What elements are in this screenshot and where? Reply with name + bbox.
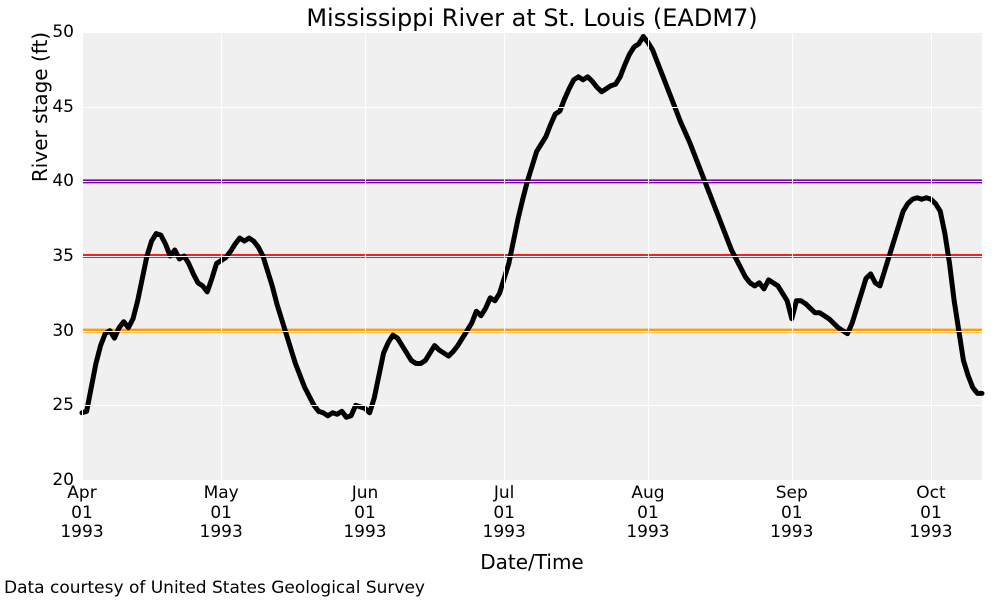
gridline-h: [82, 181, 982, 182]
gridline-v: [648, 32, 649, 480]
xtick-label: Jun 01 1993: [343, 484, 386, 543]
xtick-label: Apr 01 1993: [60, 484, 103, 543]
xtick-label: Oct 01 1993: [909, 484, 952, 543]
ytick-label: 35: [52, 246, 74, 266]
ytick-label: 50: [52, 22, 74, 42]
gridline-v: [792, 32, 793, 480]
gridline-v: [504, 32, 505, 480]
figure: Mississippi River at St. Louis (EADM7) R…: [0, 0, 1000, 600]
xtick-label: Aug 01 1993: [626, 484, 669, 543]
gridline-h: [82, 32, 982, 33]
gridline-h: [82, 256, 982, 257]
xtick-label: May 01 1993: [200, 484, 243, 543]
plot-area: [82, 32, 982, 480]
gridline-v: [221, 32, 222, 480]
gridline-h: [82, 405, 982, 406]
chart-title: Mississippi River at St. Louis (EADM7): [82, 4, 982, 32]
x-axis-label: Date/Time: [82, 550, 982, 574]
gridline-h: [82, 107, 982, 108]
xtick-label: Sep 01 1993: [770, 484, 813, 543]
ytick-label: 45: [52, 97, 74, 117]
ytick-label: 25: [52, 395, 74, 415]
y-axis-label: River stage (ft): [28, 0, 52, 331]
gridline-v: [931, 32, 932, 480]
ytick-label: 30: [52, 321, 74, 341]
caption-text: Data courtesy of United States Geologica…: [4, 578, 425, 598]
ytick-label: 40: [52, 171, 74, 191]
gridline-h: [82, 480, 982, 481]
gridline-v: [365, 32, 366, 480]
river-stage-series: [82, 36, 982, 417]
gridline-h: [82, 331, 982, 332]
xtick-label: Jul 01 1993: [483, 484, 526, 543]
gridline-v: [82, 32, 83, 480]
